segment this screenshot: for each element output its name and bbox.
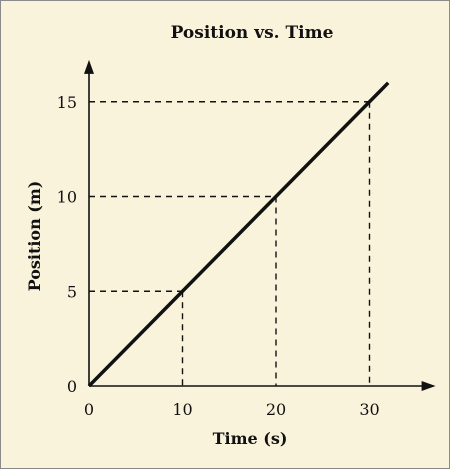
- x-tick-label: 30: [359, 400, 379, 419]
- x-axis-label: Time (s): [213, 429, 288, 448]
- y-tick-label: 5: [67, 282, 77, 301]
- x-tick-label: 20: [266, 400, 286, 419]
- y-axis-arrow: [84, 59, 94, 74]
- series: [87, 81, 390, 388]
- x-axis-arrow: [421, 381, 436, 391]
- y-tick-label: 0: [67, 377, 77, 396]
- chart-title: Position vs. Time: [171, 23, 334, 43]
- series-line: [87, 81, 390, 388]
- axes: [84, 59, 436, 391]
- y-axis-label: Position (m): [25, 181, 44, 292]
- x-tick-label: 10: [172, 400, 192, 419]
- x-tick-label: 0: [84, 400, 94, 419]
- y-tick-label: 15: [57, 93, 77, 112]
- reference-guides: [89, 101, 371, 386]
- tick-labels: 0 10 20 30 0 5 10 15: [57, 93, 380, 419]
- y-tick-label: 10: [57, 188, 77, 207]
